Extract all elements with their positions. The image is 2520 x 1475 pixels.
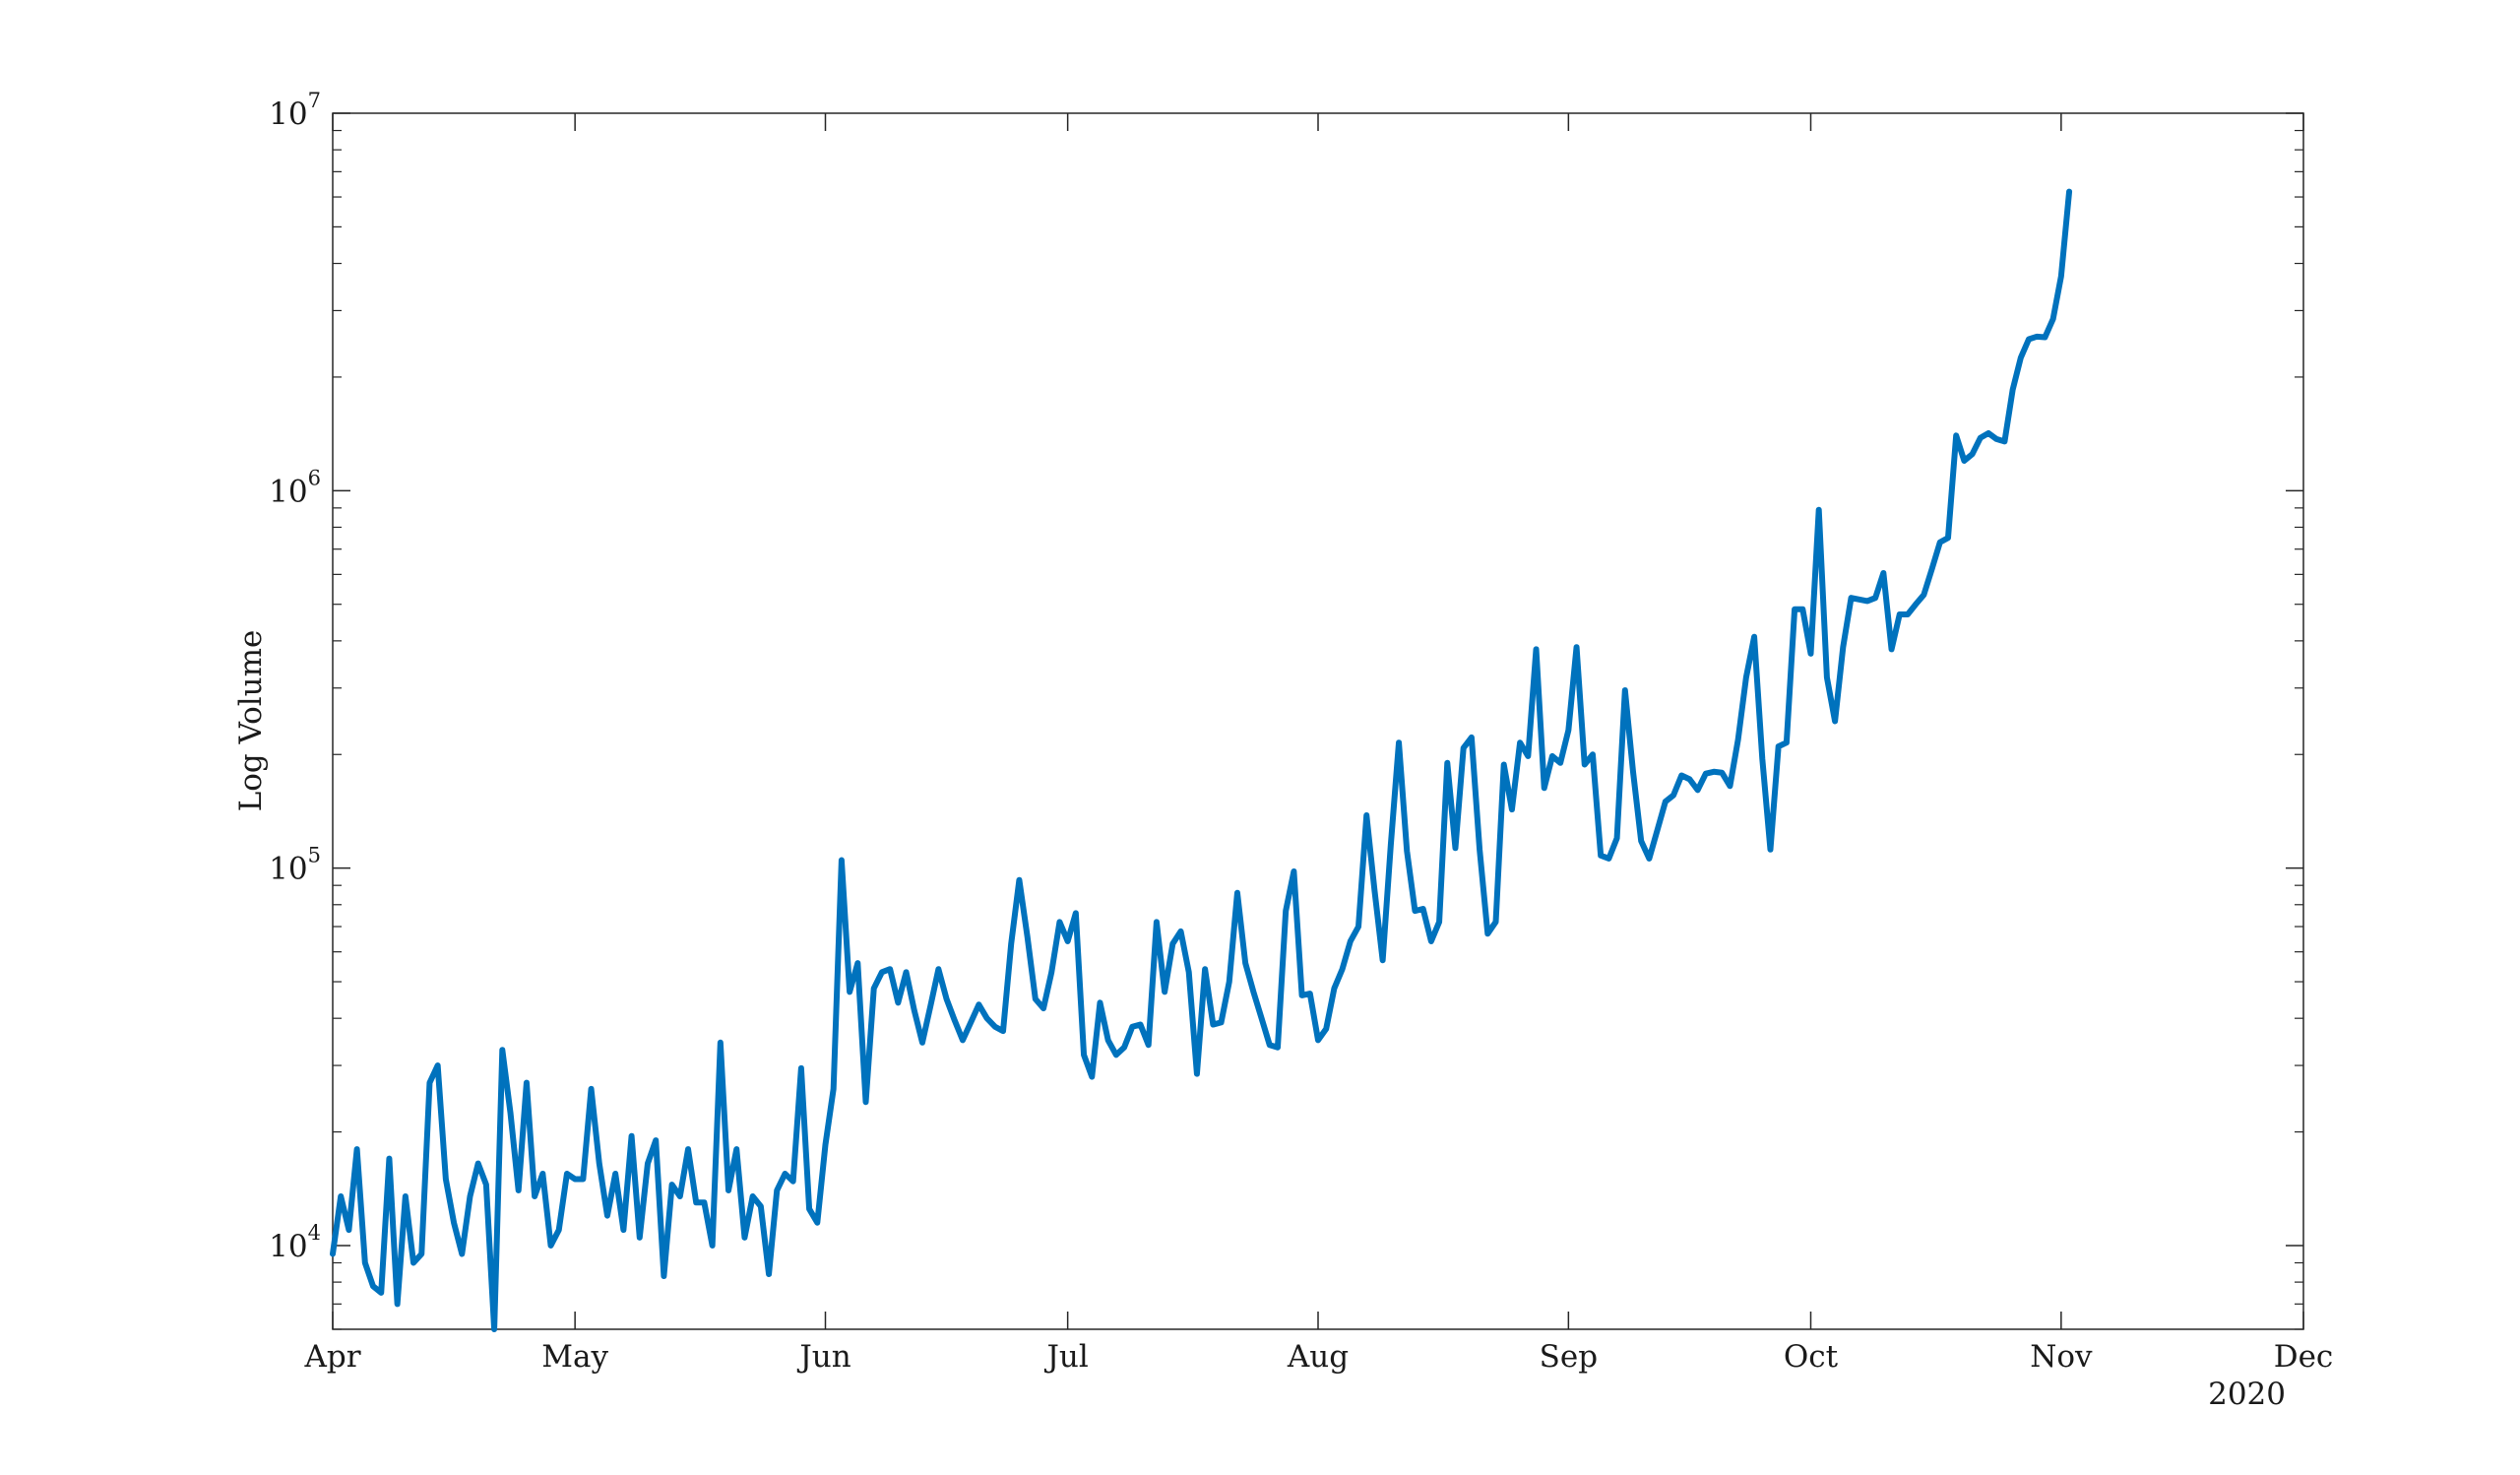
x-axis-year-label: 2020 <box>2208 1377 2286 1412</box>
x-tick-label-8: Dec <box>2274 1339 2334 1375</box>
x-tick-label-4: Aug <box>1287 1339 1349 1375</box>
y-tick-label-3: 107 <box>269 89 321 132</box>
x-tick-label-5: Sep <box>1540 1339 1598 1375</box>
major-ticks <box>332 112 2304 1329</box>
y-axis-label: Log Volume <box>233 630 269 812</box>
y-tick-label-0: 104 <box>269 1221 321 1264</box>
x-tick-labels: Apr May Jun Jul Aug Sep Oct Nov Dec <box>303 1339 2333 1375</box>
y-tick-label-2: 106 <box>269 466 321 509</box>
x-tick-label-1: May <box>541 1339 608 1375</box>
minor-ticks <box>333 129 2303 1330</box>
y-tick-label-1: 105 <box>269 844 321 887</box>
x-tick-label-7: Nov <box>2030 1339 2093 1375</box>
x-tick-label-6: Oct <box>1784 1339 1839 1375</box>
plot-frame <box>332 112 2304 1330</box>
x-tick-label-0: Apr <box>303 1339 360 1375</box>
x-tick-label-2: Jun <box>796 1339 850 1375</box>
y-tick-labels: 104 105 106 107 <box>269 89 321 1264</box>
x-tick-label-3: Jul <box>1043 1339 1088 1375</box>
series-line <box>330 188 2073 1332</box>
